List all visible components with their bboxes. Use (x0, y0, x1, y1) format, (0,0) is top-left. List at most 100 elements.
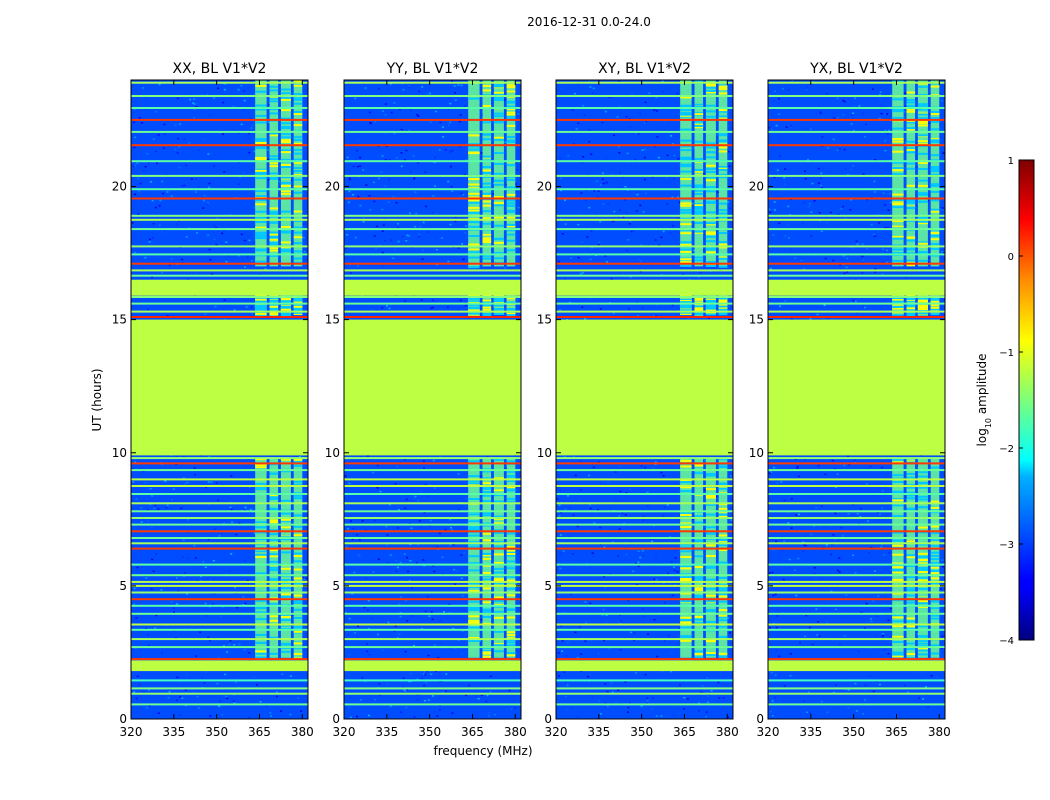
rfi-block-stripe (506, 486, 516, 489)
rfi-line (131, 574, 308, 577)
noise-speck (427, 654, 430, 657)
rfi-block-stripe (705, 86, 716, 89)
noise-speck (397, 223, 399, 225)
rfi-block-stripe (506, 186, 516, 189)
noise-speck (836, 569, 839, 572)
noise-speck (379, 255, 382, 257)
rfi-channel-block (269, 458, 279, 658)
noise-speck (589, 503, 591, 506)
rfi-block-stripe (280, 151, 291, 154)
noise-speck (434, 670, 437, 672)
noise-speck (438, 149, 441, 151)
noise-speck (234, 681, 237, 683)
rfi-block-stripe (680, 311, 692, 314)
noise-speck (354, 632, 356, 634)
rfi-block-stripe (269, 247, 279, 250)
noise-speck (658, 461, 661, 463)
rfi-block-stripe (269, 521, 279, 524)
noise-speck (408, 580, 411, 582)
rfi-block-stripe (293, 152, 303, 155)
rfi-block-stripe (482, 616, 492, 618)
noise-speck (154, 111, 157, 113)
noise-speck (167, 545, 170, 548)
noise-speck (639, 271, 642, 273)
noise-speck (620, 620, 623, 622)
noise-speck (458, 257, 461, 259)
noise-speck (848, 464, 851, 466)
rfi-block-stripe (493, 99, 504, 101)
noise-speck (140, 521, 143, 523)
rfi-line (131, 462, 308, 465)
noise-speck (503, 98, 506, 101)
noise-speck (800, 595, 803, 598)
noise-speck (275, 266, 278, 268)
rfi-block-stripe (468, 590, 480, 593)
noise-speck (243, 172, 246, 174)
noise-speck (585, 189, 588, 191)
noise-speck (356, 149, 358, 152)
noise-speck (619, 465, 622, 468)
rfi-line (556, 530, 733, 533)
noise-speck (217, 87, 220, 89)
noise-speck (389, 554, 392, 556)
noise-speck (584, 640, 587, 642)
noise-speck (570, 503, 573, 506)
noise-speck (147, 644, 150, 646)
noise-speck (715, 495, 717, 498)
noise-speck (206, 202, 209, 204)
noise-speck (676, 92, 679, 95)
noise-speck (240, 123, 243, 126)
noise-speck (915, 166, 918, 169)
noise-speck (200, 93, 203, 96)
noise-speck (864, 699, 867, 701)
noise-speck (182, 539, 185, 541)
noise-speck (802, 268, 805, 270)
noise-speck (803, 544, 806, 546)
rfi-block-stripe (694, 113, 704, 116)
noise-speck (396, 465, 399, 468)
noise-speck (656, 136, 659, 138)
rfi-block-stripe (269, 235, 279, 238)
noise-speck (657, 562, 660, 565)
noise-speck (384, 159, 387, 161)
noise-speck (641, 149, 644, 151)
rfi-block-stripe (718, 590, 728, 592)
noise-speck (584, 199, 587, 202)
noise-speck (618, 528, 621, 530)
noise-speck (645, 192, 647, 194)
noise-speck (904, 224, 907, 226)
rfi-block-stripe (293, 309, 303, 311)
noise-speck (556, 153, 559, 155)
rfi-line (131, 584, 308, 587)
noise-speck (692, 518, 694, 520)
rfi-block-stripe (493, 298, 504, 301)
rfi-block-stripe (468, 475, 480, 478)
rfi-block-stripe (694, 298, 704, 301)
noise-speck (250, 127, 253, 129)
noise-speck (641, 550, 644, 552)
rfi-block-stripe (493, 224, 504, 227)
rfi-line (344, 646, 521, 649)
rfi-block-stripe (694, 301, 704, 304)
noise-speck (729, 475, 732, 477)
noise-speck (156, 162, 158, 165)
noise-speck (629, 702, 631, 704)
rfi-block-stripe (506, 210, 516, 213)
rfi-block-stripe (468, 199, 480, 202)
noise-speck (184, 572, 186, 574)
y-tick-label: 20 (112, 180, 127, 194)
noise-speck (784, 168, 787, 170)
rfi-block-stripe (705, 265, 716, 267)
rfi-line (556, 457, 733, 460)
noise-speck (193, 116, 195, 119)
noise-speck (303, 251, 306, 253)
noise-speck (877, 511, 879, 514)
rfi-block-stripe (293, 568, 303, 571)
noise-speck (624, 514, 627, 516)
rfi-block-stripe (705, 566, 716, 569)
rfi-block-stripe (293, 313, 303, 316)
noise-speck (621, 230, 624, 233)
noise-speck (225, 260, 228, 263)
noise-speck (204, 671, 207, 673)
noise-speck (151, 558, 154, 561)
